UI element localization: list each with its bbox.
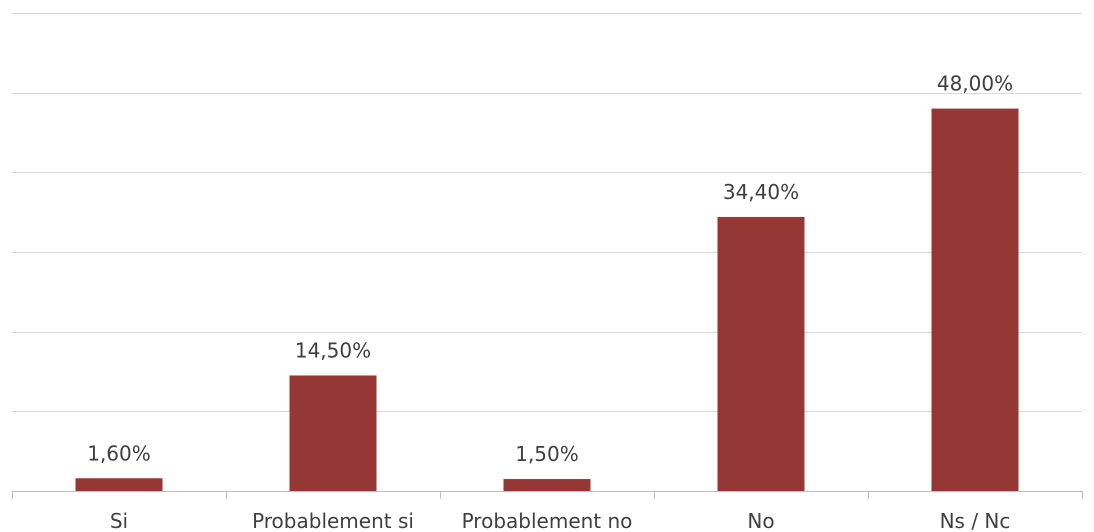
bar: [931, 108, 1019, 491]
category-label: Ns / Nc: [940, 509, 1011, 532]
data-label: 1,60%: [87, 441, 151, 465]
x-axis: [12, 491, 1083, 499]
data-label: 1,50%: [515, 442, 579, 466]
data-label: 48,00%: [937, 72, 1013, 96]
category-labels: Si Probablement si Probablement no No Ns / N…: [110, 509, 1011, 532]
category-label: No: [747, 509, 774, 532]
bar: [75, 478, 163, 491]
bar: [289, 375, 377, 491]
value-labels: 1,60% 14,50% 1,50% 34,40% 48,00%: [87, 72, 1013, 466]
gridlines: [12, 13, 1082, 412]
bar: [503, 479, 591, 491]
data-label: 14,50%: [295, 338, 371, 362]
data-label: 34,40%: [723, 180, 799, 204]
bars: [75, 108, 1019, 492]
bar: [717, 216, 805, 492]
category-label: Probablement no: [462, 509, 633, 532]
category-label: Probablement si: [252, 509, 414, 532]
category-label: Si: [110, 509, 128, 532]
